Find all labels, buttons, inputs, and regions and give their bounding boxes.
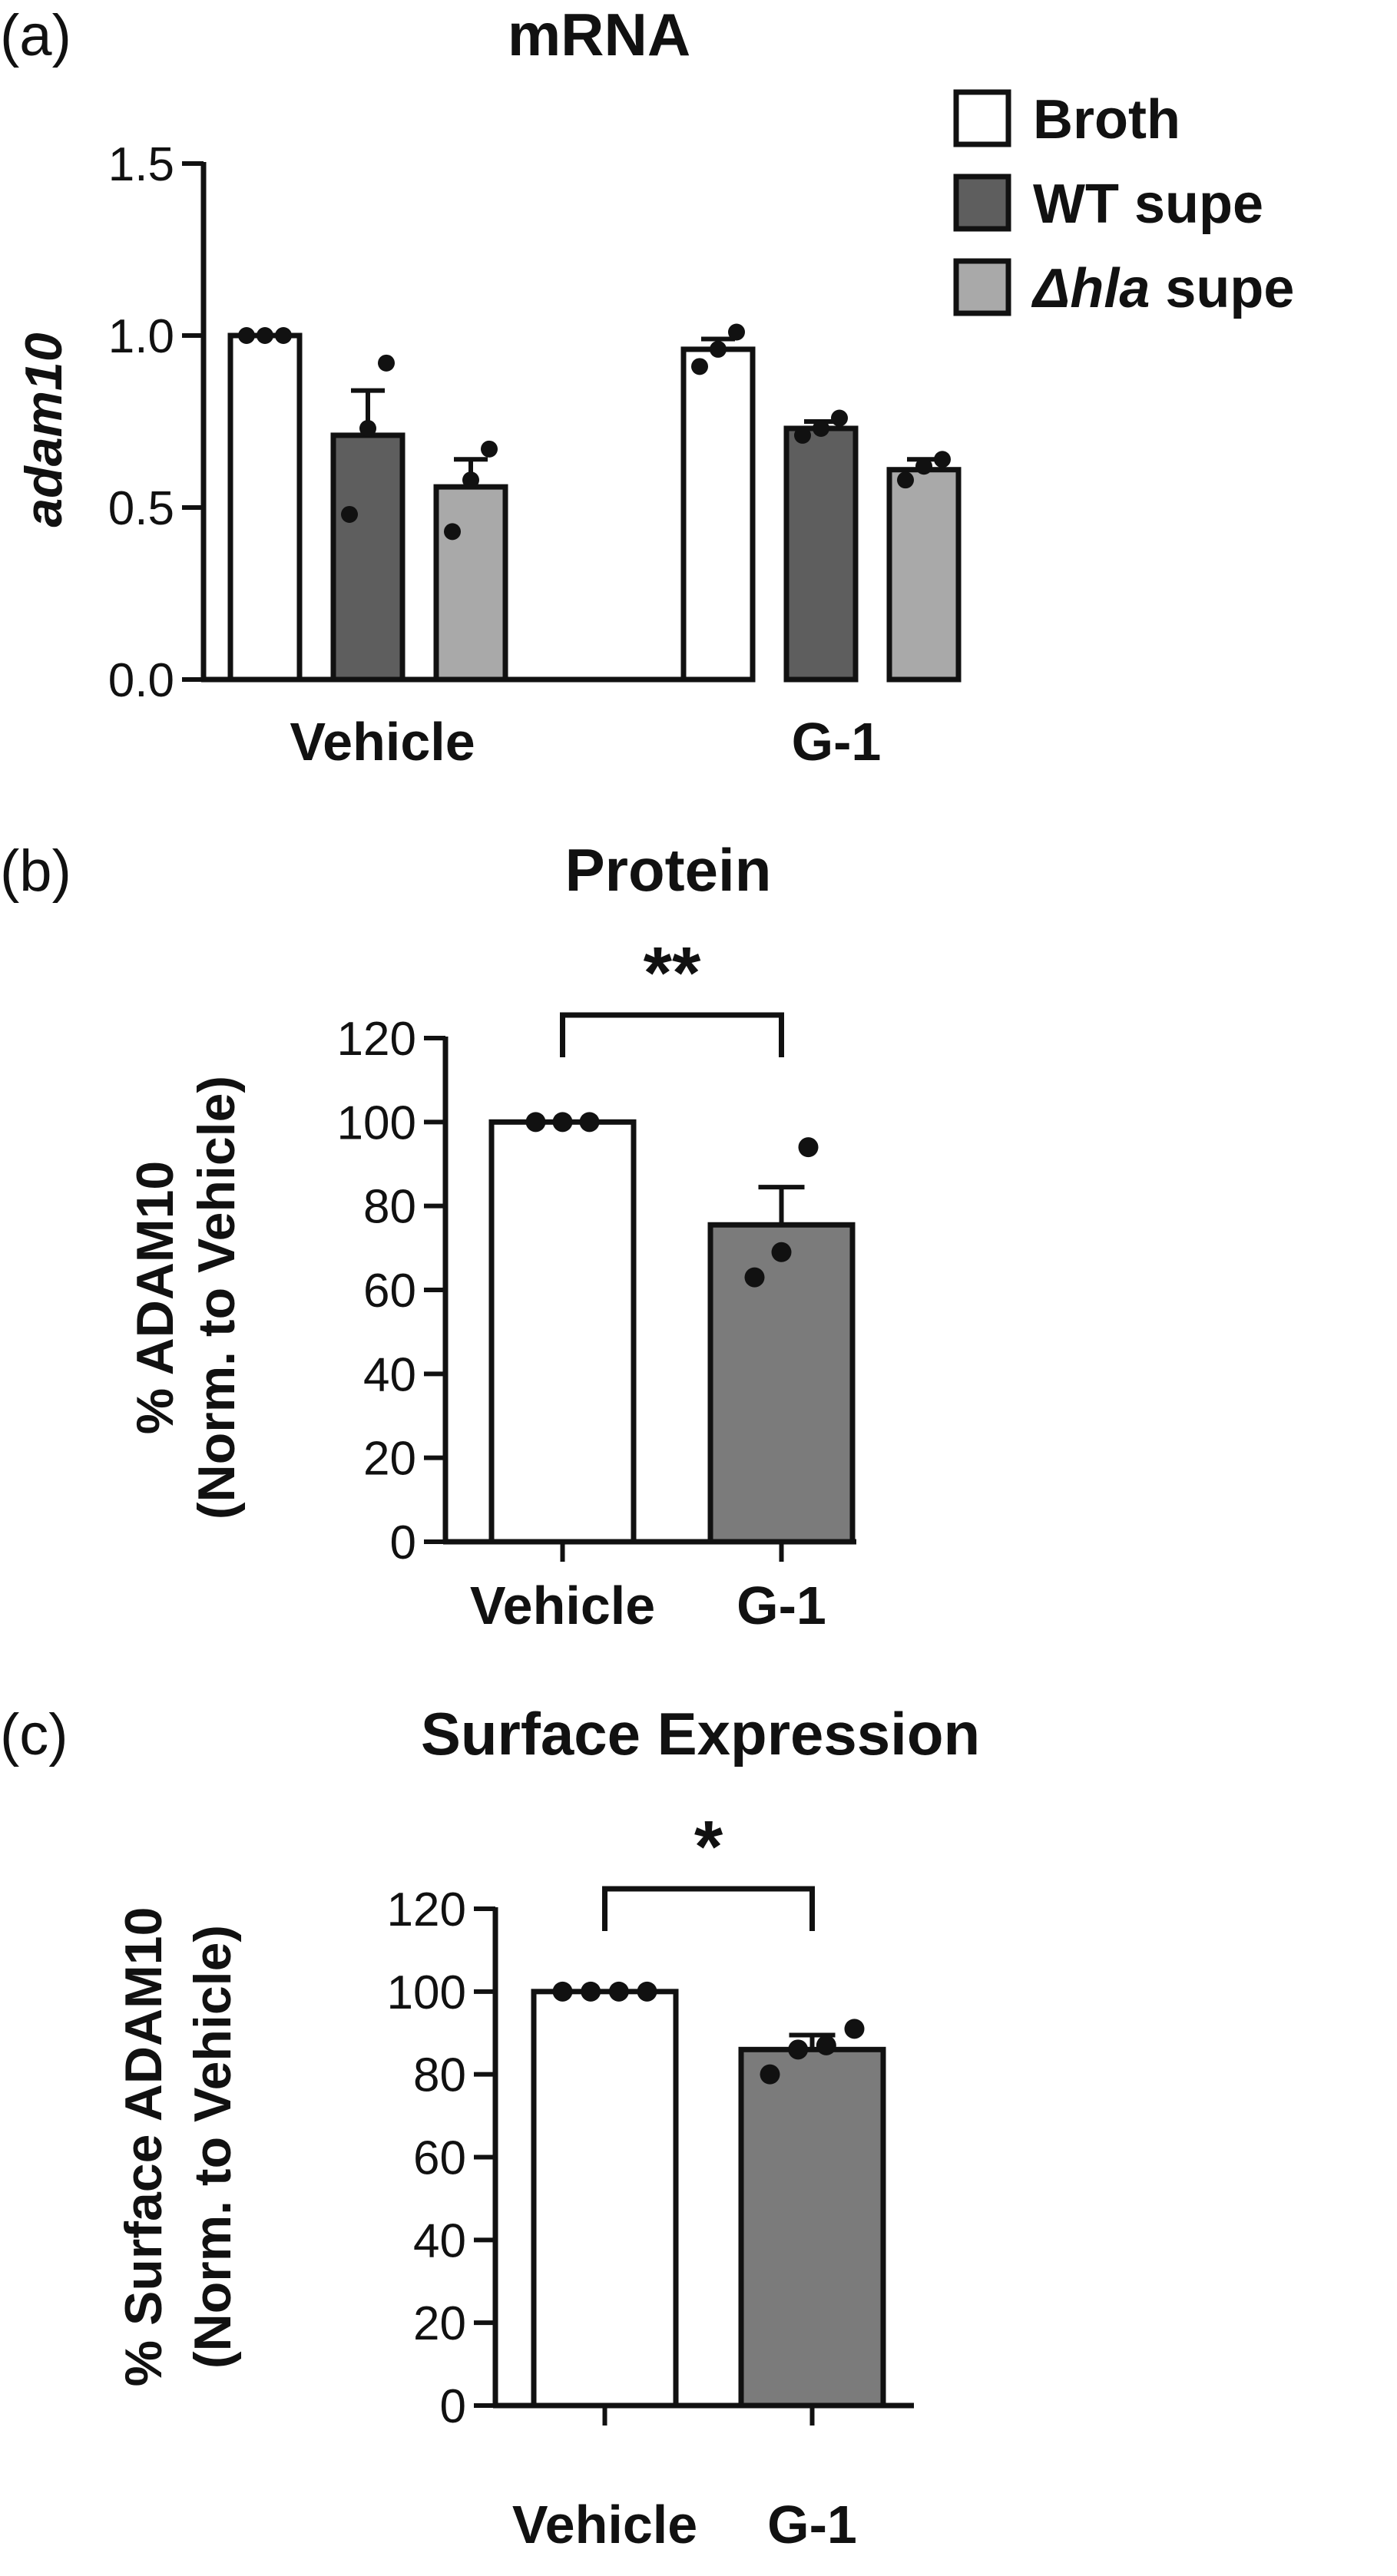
data-point (579, 1112, 600, 1133)
data-point (378, 354, 395, 372)
bar-g-1 (707, 1222, 856, 1545)
panel-b-y-tick-label: 20 (363, 1433, 416, 1486)
panel-b-label: (b) (0, 838, 71, 904)
panel-b-y-tick-label: 120 (337, 1013, 416, 1066)
legend-swatch-0 (953, 89, 1011, 147)
panel-b-y-axis-label-line2: (Norm. to Vehicle) (187, 1076, 246, 1519)
panel-c-significance-bracket: * (602, 1806, 815, 1931)
panel-b-y-tick-label: 80 (363, 1181, 416, 1234)
panel-b-significance-bracket: ** (560, 932, 784, 1057)
bar-broth-g-1 (680, 346, 756, 683)
data-point (934, 451, 951, 468)
data-point (831, 409, 848, 427)
significance-bracket-line (602, 1886, 815, 1931)
panel-a-y-tick-label: 1.5 (108, 138, 174, 191)
data-point (552, 1112, 573, 1133)
panel-c-y-tick-label: 60 (413, 2132, 466, 2185)
panel-b-y-axis-label-line1: % ADAM10 (126, 1161, 184, 1434)
data-point (462, 471, 479, 489)
panel-c-label: (c) (0, 1702, 68, 1767)
bar--hla-supe-vehicle (433, 484, 508, 683)
bar-wt-supe-g-1 (783, 425, 859, 683)
panel-a-label: (a) (0, 3, 71, 68)
panel-b-protein-chart: (b) Protein % ADAM10 (Norm. to Vehicle) … (0, 836, 856, 1635)
panel-a-category-label: G-1 (792, 712, 882, 772)
data-point (608, 1981, 629, 2002)
panel-a-legend: Broth WT supe Δhla supe (953, 89, 1294, 319)
bar-vehicle (488, 1119, 637, 1545)
data-point (788, 2039, 809, 2060)
panel-c-category-label: Vehicle (512, 2495, 697, 2555)
bar-g-1 (738, 2046, 886, 2409)
data-point (760, 2064, 780, 2085)
panel-b-category-label: Vehicle (470, 1576, 655, 1635)
data-point (637, 1981, 657, 2002)
panel-a-y-tick-label: 0.0 (108, 654, 174, 707)
data-point (915, 458, 932, 475)
data-point (257, 327, 273, 344)
data-point (444, 523, 461, 541)
panel-c-title: Surface Expression (421, 1700, 980, 1767)
panel-a-y-tick-label: 0.5 (108, 482, 174, 535)
data-point (552, 1981, 573, 2002)
significance-stars: * (694, 1806, 723, 1888)
data-point (525, 1112, 546, 1133)
panel-b-title: Protein (565, 836, 772, 904)
data-point (897, 471, 914, 489)
panel-b-y-tick-label: 40 (363, 1348, 416, 1401)
data-point (341, 505, 358, 523)
data-point (238, 327, 255, 344)
data-point (798, 1137, 819, 1158)
data-point (844, 2019, 865, 2039)
data-point (481, 440, 498, 458)
panel-c-y-tick-label: 40 (413, 2214, 466, 2267)
panel-b-y-tick-label: 0 (390, 1516, 416, 1569)
bar-wt-supe-vehicle (330, 432, 406, 683)
data-point (744, 1267, 765, 1288)
legend-label-2: Δhla supe (1031, 258, 1294, 319)
significance-bracket-line (560, 1012, 784, 1057)
panel-b-y-tick-label: 60 (363, 1265, 416, 1318)
legend-swatch-2 (953, 258, 1011, 316)
data-point (794, 426, 811, 444)
legend-label-0: Broth (1033, 89, 1180, 150)
panel-a-title: mRNA (508, 1, 690, 68)
data-point (691, 358, 708, 375)
bar-broth-vehicle (227, 332, 303, 683)
bar-vehicle (531, 1989, 679, 2409)
panel-a-y-tick-label: 1.0 (108, 310, 174, 363)
data-point (275, 327, 292, 344)
data-point (710, 340, 727, 358)
panel-c-y-tick-label: 20 (413, 2297, 466, 2350)
panel-b-category-label: G-1 (737, 1576, 826, 1635)
legend-swatch-1 (953, 174, 1011, 232)
panel-c-surface-chart: (c) Surface Expression % Surface ADAM10 … (0, 1700, 980, 2555)
data-point (728, 323, 745, 341)
panel-a-category-label: Vehicle (290, 712, 475, 772)
panel-c-y-tick-label: 120 (387, 1883, 466, 1936)
panel-c-y-tick-label: 0 (440, 2380, 466, 2433)
panel-c-category-label: G-1 (767, 2495, 857, 2555)
panel-c-y-tick-label: 80 (413, 2049, 466, 2102)
legend-label-1: WT supe (1033, 174, 1263, 235)
data-point (816, 2035, 836, 2055)
panel-c-y-axis-label-line1: % Surface ADAM10 (114, 1907, 173, 2387)
data-point (359, 419, 376, 437)
data-point (813, 419, 829, 437)
bar--hla-supe-g-1 (886, 467, 962, 683)
data-point (771, 1242, 792, 1262)
panel-c-y-tick-label: 100 (387, 1966, 466, 2019)
panel-b-y-tick-label: 100 (337, 1096, 416, 1149)
panel-a-mrna-chart: (a) mRNA adam10 0.00.51.01.5 Vehicle G-1 … (0, 1, 1294, 772)
significance-stars: ** (644, 932, 701, 1014)
panel-c-y-axis-label-line2: (Norm. to Vehicle) (184, 1925, 242, 2369)
panel-a-y-axis-label: adam10 (15, 332, 73, 527)
data-point (581, 1981, 601, 2002)
